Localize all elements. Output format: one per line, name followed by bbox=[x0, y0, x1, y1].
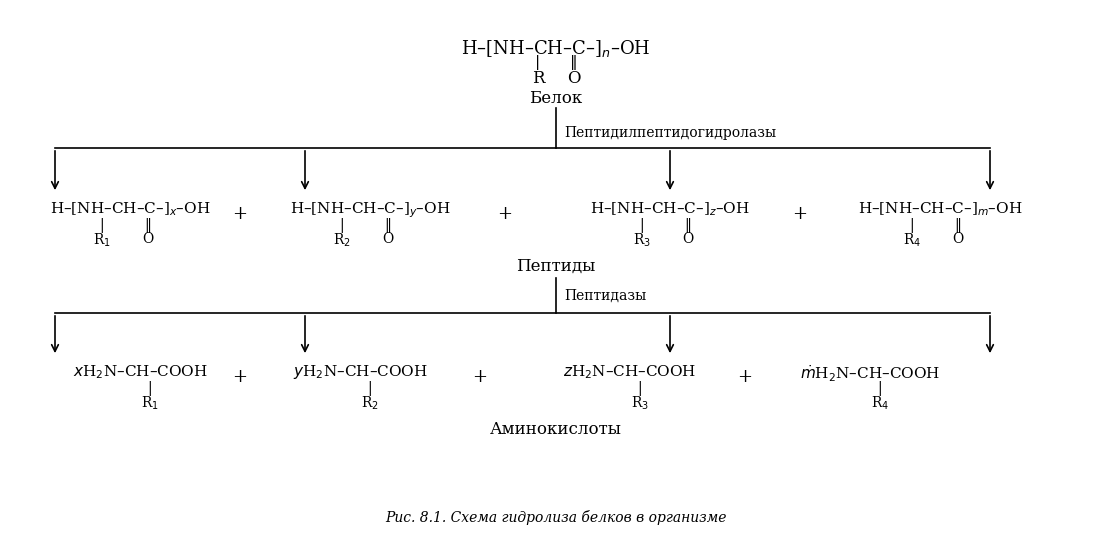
Text: |: | bbox=[535, 55, 541, 70]
Text: |: | bbox=[640, 218, 644, 233]
Text: R$_3$: R$_3$ bbox=[633, 232, 651, 249]
Text: Аминокислоты: Аминокислоты bbox=[490, 421, 622, 438]
Text: O: O bbox=[142, 232, 154, 246]
Text: Пептидилпептидогидролазы: Пептидилпептидогидролазы bbox=[564, 126, 776, 140]
Text: H–[NH–CH–C–]$_x$–OH: H–[NH–CH–C–]$_x$–OH bbox=[50, 200, 210, 218]
Text: |: | bbox=[367, 381, 373, 396]
Text: |: | bbox=[878, 381, 883, 396]
Text: |: | bbox=[339, 218, 344, 233]
Text: H–[NH–CH–C–]$_n$–OH: H–[NH–CH–C–]$_n$–OH bbox=[461, 38, 651, 59]
Text: H–[NH–CH–C–]$_m$–OH: H–[NH–CH–C–]$_m$–OH bbox=[858, 200, 1022, 218]
Text: +: + bbox=[792, 205, 808, 223]
Text: R$_4$: R$_4$ bbox=[903, 232, 922, 249]
Text: H–[NH–CH–C–]$_z$–OH: H–[NH–CH–C–]$_z$–OH bbox=[590, 200, 750, 218]
Text: R: R bbox=[532, 70, 544, 87]
Text: O: O bbox=[953, 232, 964, 246]
Text: $y$H$_2$N–CH–COOH: $y$H$_2$N–CH–COOH bbox=[293, 363, 427, 381]
Text: H–[NH–CH–C–]$_y$–OH: H–[NH–CH–C–]$_y$–OH bbox=[289, 200, 451, 219]
Text: +: + bbox=[738, 368, 752, 386]
Text: +: + bbox=[233, 205, 247, 223]
Text: Белок: Белок bbox=[530, 90, 582, 107]
Text: |: | bbox=[638, 381, 642, 396]
Text: ‖: ‖ bbox=[955, 218, 962, 233]
Text: $\dot{m}$H$_2$N–CH–COOH: $\dot{m}$H$_2$N–CH–COOH bbox=[800, 363, 940, 384]
Text: +: + bbox=[233, 368, 247, 386]
Text: R$_4$: R$_4$ bbox=[871, 395, 889, 412]
Text: R$_3$: R$_3$ bbox=[631, 395, 649, 412]
Text: +: + bbox=[473, 368, 487, 386]
Text: Пептидазы: Пептидазы bbox=[564, 289, 647, 303]
Text: O: O bbox=[682, 232, 693, 246]
Text: $z$H$_2$N–CH–COOH: $z$H$_2$N–CH–COOH bbox=[563, 363, 697, 381]
Text: Рис. 8.1. Схема гидролиза белков в организме: Рис. 8.1. Схема гидролиза белков в орган… bbox=[385, 510, 727, 525]
Text: |: | bbox=[909, 218, 914, 233]
Text: $x$H$_2$N–CH–COOH: $x$H$_2$N–CH–COOH bbox=[72, 363, 207, 381]
Text: O: O bbox=[383, 232, 394, 246]
Text: |: | bbox=[148, 381, 152, 396]
Text: ‖: ‖ bbox=[570, 55, 578, 70]
Text: ‖: ‖ bbox=[684, 218, 691, 233]
Text: R$_1$: R$_1$ bbox=[93, 232, 111, 249]
Text: +: + bbox=[498, 205, 512, 223]
Text: ‖: ‖ bbox=[384, 218, 392, 233]
Text: O: O bbox=[568, 70, 581, 87]
Text: |: | bbox=[100, 218, 105, 233]
Text: R$_2$: R$_2$ bbox=[361, 395, 378, 412]
Text: R$_2$: R$_2$ bbox=[333, 232, 351, 249]
Text: Пептиды: Пептиды bbox=[516, 258, 595, 275]
Text: ‖: ‖ bbox=[145, 218, 151, 233]
Text: R$_1$: R$_1$ bbox=[141, 395, 159, 412]
